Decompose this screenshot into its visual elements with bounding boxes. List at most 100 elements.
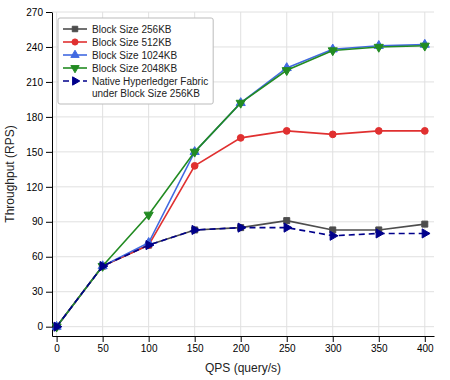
x-tick-mark	[103, 336, 104, 342]
legend-label: Block Size 256KB	[92, 24, 172, 35]
series	[52, 39, 429, 329]
y-tick-mark	[46, 327, 52, 328]
x-tick-mark	[333, 336, 334, 342]
y-tick-mark	[46, 82, 52, 83]
grid-line-x	[240, 12, 241, 336]
x-tick: 200	[233, 336, 250, 354]
series-marker	[422, 229, 430, 238]
legend-label-line: Native Hyperledger Fabric	[92, 76, 208, 87]
series-marker	[284, 223, 292, 232]
x-tick-label: 100	[141, 343, 158, 354]
series-marker	[192, 225, 200, 234]
series-line	[57, 46, 425, 327]
series-marker	[190, 149, 199, 157]
series-marker	[328, 48, 337, 56]
series-marker	[330, 231, 338, 240]
series-line	[57, 228, 425, 327]
grid-line-x	[424, 12, 425, 336]
x-tick-mark	[379, 336, 380, 342]
x-tick: 0	[54, 336, 60, 354]
legend-label: Native Hyperledger Fabricunder Block Siz…	[92, 76, 208, 99]
x-tick-mark	[241, 336, 242, 342]
y-tick: 180	[26, 112, 52, 123]
legend-swatch-marker	[72, 26, 77, 31]
legend-label: Block Size 512KB	[92, 37, 172, 48]
series-marker	[144, 212, 153, 220]
x-tick: 50	[98, 336, 110, 354]
y-axis: 0306090120150180210240270	[26, 7, 52, 337]
grid-line-y	[52, 256, 434, 257]
legend-label-line: Block Size 512KB	[92, 37, 172, 48]
x-axis-line	[53, 336, 435, 337]
x-tick-mark	[425, 336, 426, 342]
series-marker	[282, 68, 291, 76]
series-marker	[421, 127, 428, 134]
x-tick-mark	[149, 336, 150, 342]
legend-swatch-marker	[73, 77, 80, 85]
y-tick-label: 240	[26, 42, 43, 53]
legend-swatch-marker	[72, 39, 78, 45]
series-marker	[237, 134, 244, 141]
y-tick: 0	[37, 321, 52, 332]
x-tick-label: 400	[417, 343, 434, 354]
x-tick-label: 250	[279, 343, 296, 354]
series	[52, 43, 429, 332]
x-tick-label: 0	[54, 343, 60, 354]
y-tick-mark	[46, 257, 52, 258]
legend-label: Block Size 1024KB	[92, 50, 177, 61]
y-tick: 30	[32, 286, 52, 297]
y-tick-mark	[46, 47, 52, 48]
series-line	[57, 221, 425, 327]
series-marker	[100, 262, 108, 271]
legend-label-line: Block Size 256KB	[92, 24, 172, 35]
series-marker	[146, 241, 154, 250]
y-tick-label: 180	[26, 112, 43, 123]
x-tick-label: 200	[233, 343, 250, 354]
grid-line-x	[332, 12, 333, 336]
grid-line-y	[52, 116, 434, 117]
legend-item: Block Size 256KB	[63, 24, 172, 35]
series-marker	[236, 100, 245, 108]
grid-line-y	[52, 186, 434, 187]
plot-area	[52, 39, 430, 332]
x-tick-label: 150	[187, 343, 204, 354]
grid-line-y	[52, 326, 434, 327]
y-tick: 90	[32, 216, 52, 227]
y-tick-mark	[46, 117, 52, 118]
grid	[52, 12, 434, 336]
y-axis-title: Throughput (RPS)	[3, 125, 17, 222]
x-tick: 350	[371, 336, 388, 354]
legend-label-line: Block Size 2048KB	[92, 63, 177, 74]
series-marker	[422, 221, 428, 227]
series	[53, 127, 428, 330]
legend-item: Block Size 1024KB	[63, 50, 177, 61]
y-tick-label: 270	[26, 7, 43, 18]
x-tick-label: 350	[371, 343, 388, 354]
legend-label-line: under Block Size 256KB	[92, 88, 200, 99]
y-tick: 60	[32, 251, 52, 262]
y-tick-mark	[46, 222, 52, 223]
y-axis-line	[52, 13, 53, 337]
x-tick-label: 300	[325, 343, 342, 354]
y-tick: 210	[26, 77, 52, 88]
legend-label: Block Size 2048KB	[92, 63, 177, 74]
y-tick-label: 120	[26, 182, 43, 193]
legend-label-line: Block Size 1024KB	[92, 50, 177, 61]
y-tick-label: 30	[32, 286, 44, 297]
series-marker	[374, 44, 383, 52]
x-axis-title: QPS (query/s)	[205, 361, 281, 375]
chart-container: 0501001502002503003504000306090120150180…	[0, 0, 450, 380]
legend-item: Native Hyperledger Fabricunder Block Siz…	[63, 76, 208, 99]
x-tick-label: 50	[98, 343, 110, 354]
grid-line-x	[56, 12, 57, 336]
series-marker	[238, 223, 246, 232]
y-tick: 270	[26, 7, 52, 18]
y-tick: 120	[26, 182, 52, 193]
legend-item: Block Size 512KB	[63, 37, 172, 48]
series-marker	[329, 131, 336, 138]
grid-line-y	[52, 151, 434, 152]
y-tick-mark	[46, 292, 52, 293]
legend-box	[58, 18, 213, 104]
legend-item: Block Size 2048KB	[63, 63, 177, 74]
x-tick-mark	[287, 336, 288, 342]
